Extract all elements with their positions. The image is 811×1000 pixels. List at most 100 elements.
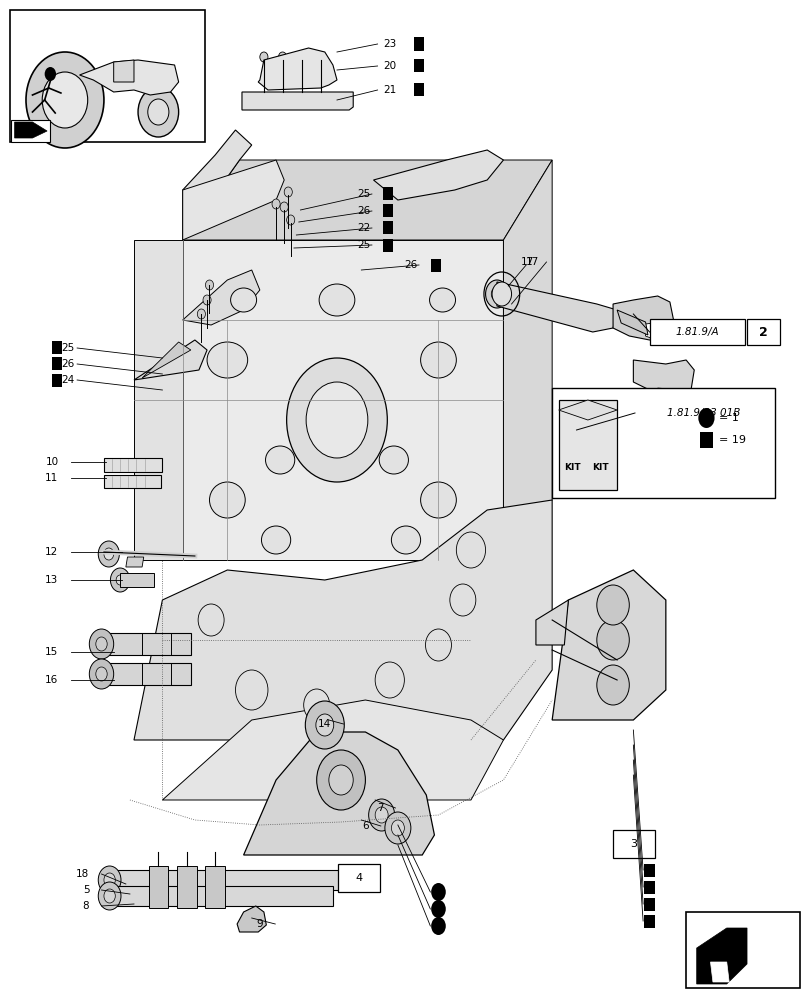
Text: 23: 23 <box>383 39 396 49</box>
Text: 3: 3 <box>630 839 637 849</box>
Polygon shape <box>182 130 251 240</box>
Bar <box>177 866 196 908</box>
Bar <box>431 258 441 271</box>
Circle shape <box>431 900 445 918</box>
Polygon shape <box>657 388 688 408</box>
Text: 5: 5 <box>83 885 89 895</box>
Polygon shape <box>134 240 182 560</box>
Polygon shape <box>237 906 266 932</box>
Bar <box>414 83 423 96</box>
Text: 15: 15 <box>45 647 58 657</box>
Bar <box>148 866 168 908</box>
Circle shape <box>26 52 104 148</box>
Bar <box>644 898 654 910</box>
Bar <box>11 120 50 142</box>
Text: 17: 17 <box>521 257 534 267</box>
Circle shape <box>104 548 114 560</box>
Bar <box>105 870 341 890</box>
Circle shape <box>280 202 288 212</box>
Circle shape <box>148 99 169 125</box>
Circle shape <box>306 382 367 458</box>
Circle shape <box>491 287 502 301</box>
Text: 18: 18 <box>76 869 89 879</box>
Text: 4: 4 <box>355 873 362 883</box>
Bar <box>558 400 616 490</box>
Polygon shape <box>496 282 616 332</box>
Bar <box>120 573 154 587</box>
Circle shape <box>315 714 333 736</box>
Polygon shape <box>535 600 568 645</box>
Bar <box>104 475 161 488</box>
Bar <box>414 37 423 50</box>
Circle shape <box>596 665 629 705</box>
Circle shape <box>298 52 306 62</box>
Text: 1.81.9/A: 1.81.9/A <box>675 327 719 337</box>
Circle shape <box>198 604 224 636</box>
Polygon shape <box>558 400 616 420</box>
Bar <box>97 663 191 685</box>
Polygon shape <box>182 160 284 240</box>
Circle shape <box>278 52 286 62</box>
Circle shape <box>391 820 404 836</box>
Text: 25: 25 <box>62 343 75 353</box>
Text: 8: 8 <box>83 901 89 911</box>
Polygon shape <box>616 310 647 335</box>
Circle shape <box>368 799 394 831</box>
Circle shape <box>456 532 485 568</box>
Ellipse shape <box>207 342 247 378</box>
Polygon shape <box>551 570 665 720</box>
Bar <box>699 432 712 448</box>
Circle shape <box>316 750 365 810</box>
Bar <box>634 400 772 426</box>
Text: = 19: = 19 <box>718 435 744 445</box>
Bar <box>51 341 62 354</box>
Polygon shape <box>645 322 665 340</box>
Circle shape <box>449 584 475 616</box>
Text: = 1: = 1 <box>718 413 737 423</box>
Circle shape <box>98 882 121 910</box>
Text: 17: 17 <box>526 257 539 267</box>
Polygon shape <box>114 60 134 82</box>
Bar <box>383 187 393 200</box>
Bar <box>51 357 62 370</box>
Text: 11: 11 <box>45 473 58 483</box>
Polygon shape <box>696 928 746 984</box>
Bar <box>105 886 333 906</box>
Polygon shape <box>182 240 503 560</box>
Polygon shape <box>182 160 551 240</box>
Text: 6: 6 <box>362 821 368 831</box>
Ellipse shape <box>265 446 294 474</box>
Circle shape <box>305 701 344 749</box>
Circle shape <box>235 670 268 710</box>
Text: 16: 16 <box>45 675 58 685</box>
Circle shape <box>284 187 292 197</box>
Circle shape <box>42 72 88 128</box>
Bar <box>337 864 380 892</box>
Polygon shape <box>142 342 191 378</box>
Text: 12: 12 <box>45 547 58 557</box>
Polygon shape <box>15 122 47 138</box>
Bar <box>414 59 423 72</box>
Text: 13: 13 <box>45 575 58 585</box>
Circle shape <box>384 812 410 844</box>
Polygon shape <box>126 557 144 567</box>
Circle shape <box>697 408 714 428</box>
Bar <box>51 373 62 386</box>
Ellipse shape <box>261 526 290 554</box>
Bar <box>205 866 225 908</box>
Bar <box>383 221 393 234</box>
Circle shape <box>98 541 119 567</box>
Text: 22: 22 <box>357 223 370 233</box>
Text: 2: 2 <box>758 326 766 338</box>
Circle shape <box>98 866 121 894</box>
Ellipse shape <box>420 482 456 518</box>
Text: 1.81.9/03 01B: 1.81.9/03 01B <box>667 408 740 418</box>
Circle shape <box>485 280 508 308</box>
Circle shape <box>96 667 107 681</box>
Polygon shape <box>503 160 551 560</box>
Circle shape <box>45 67 56 81</box>
Text: 26: 26 <box>404 260 417 270</box>
Bar <box>383 238 393 251</box>
Text: 25: 25 <box>357 189 370 199</box>
Circle shape <box>138 87 178 137</box>
